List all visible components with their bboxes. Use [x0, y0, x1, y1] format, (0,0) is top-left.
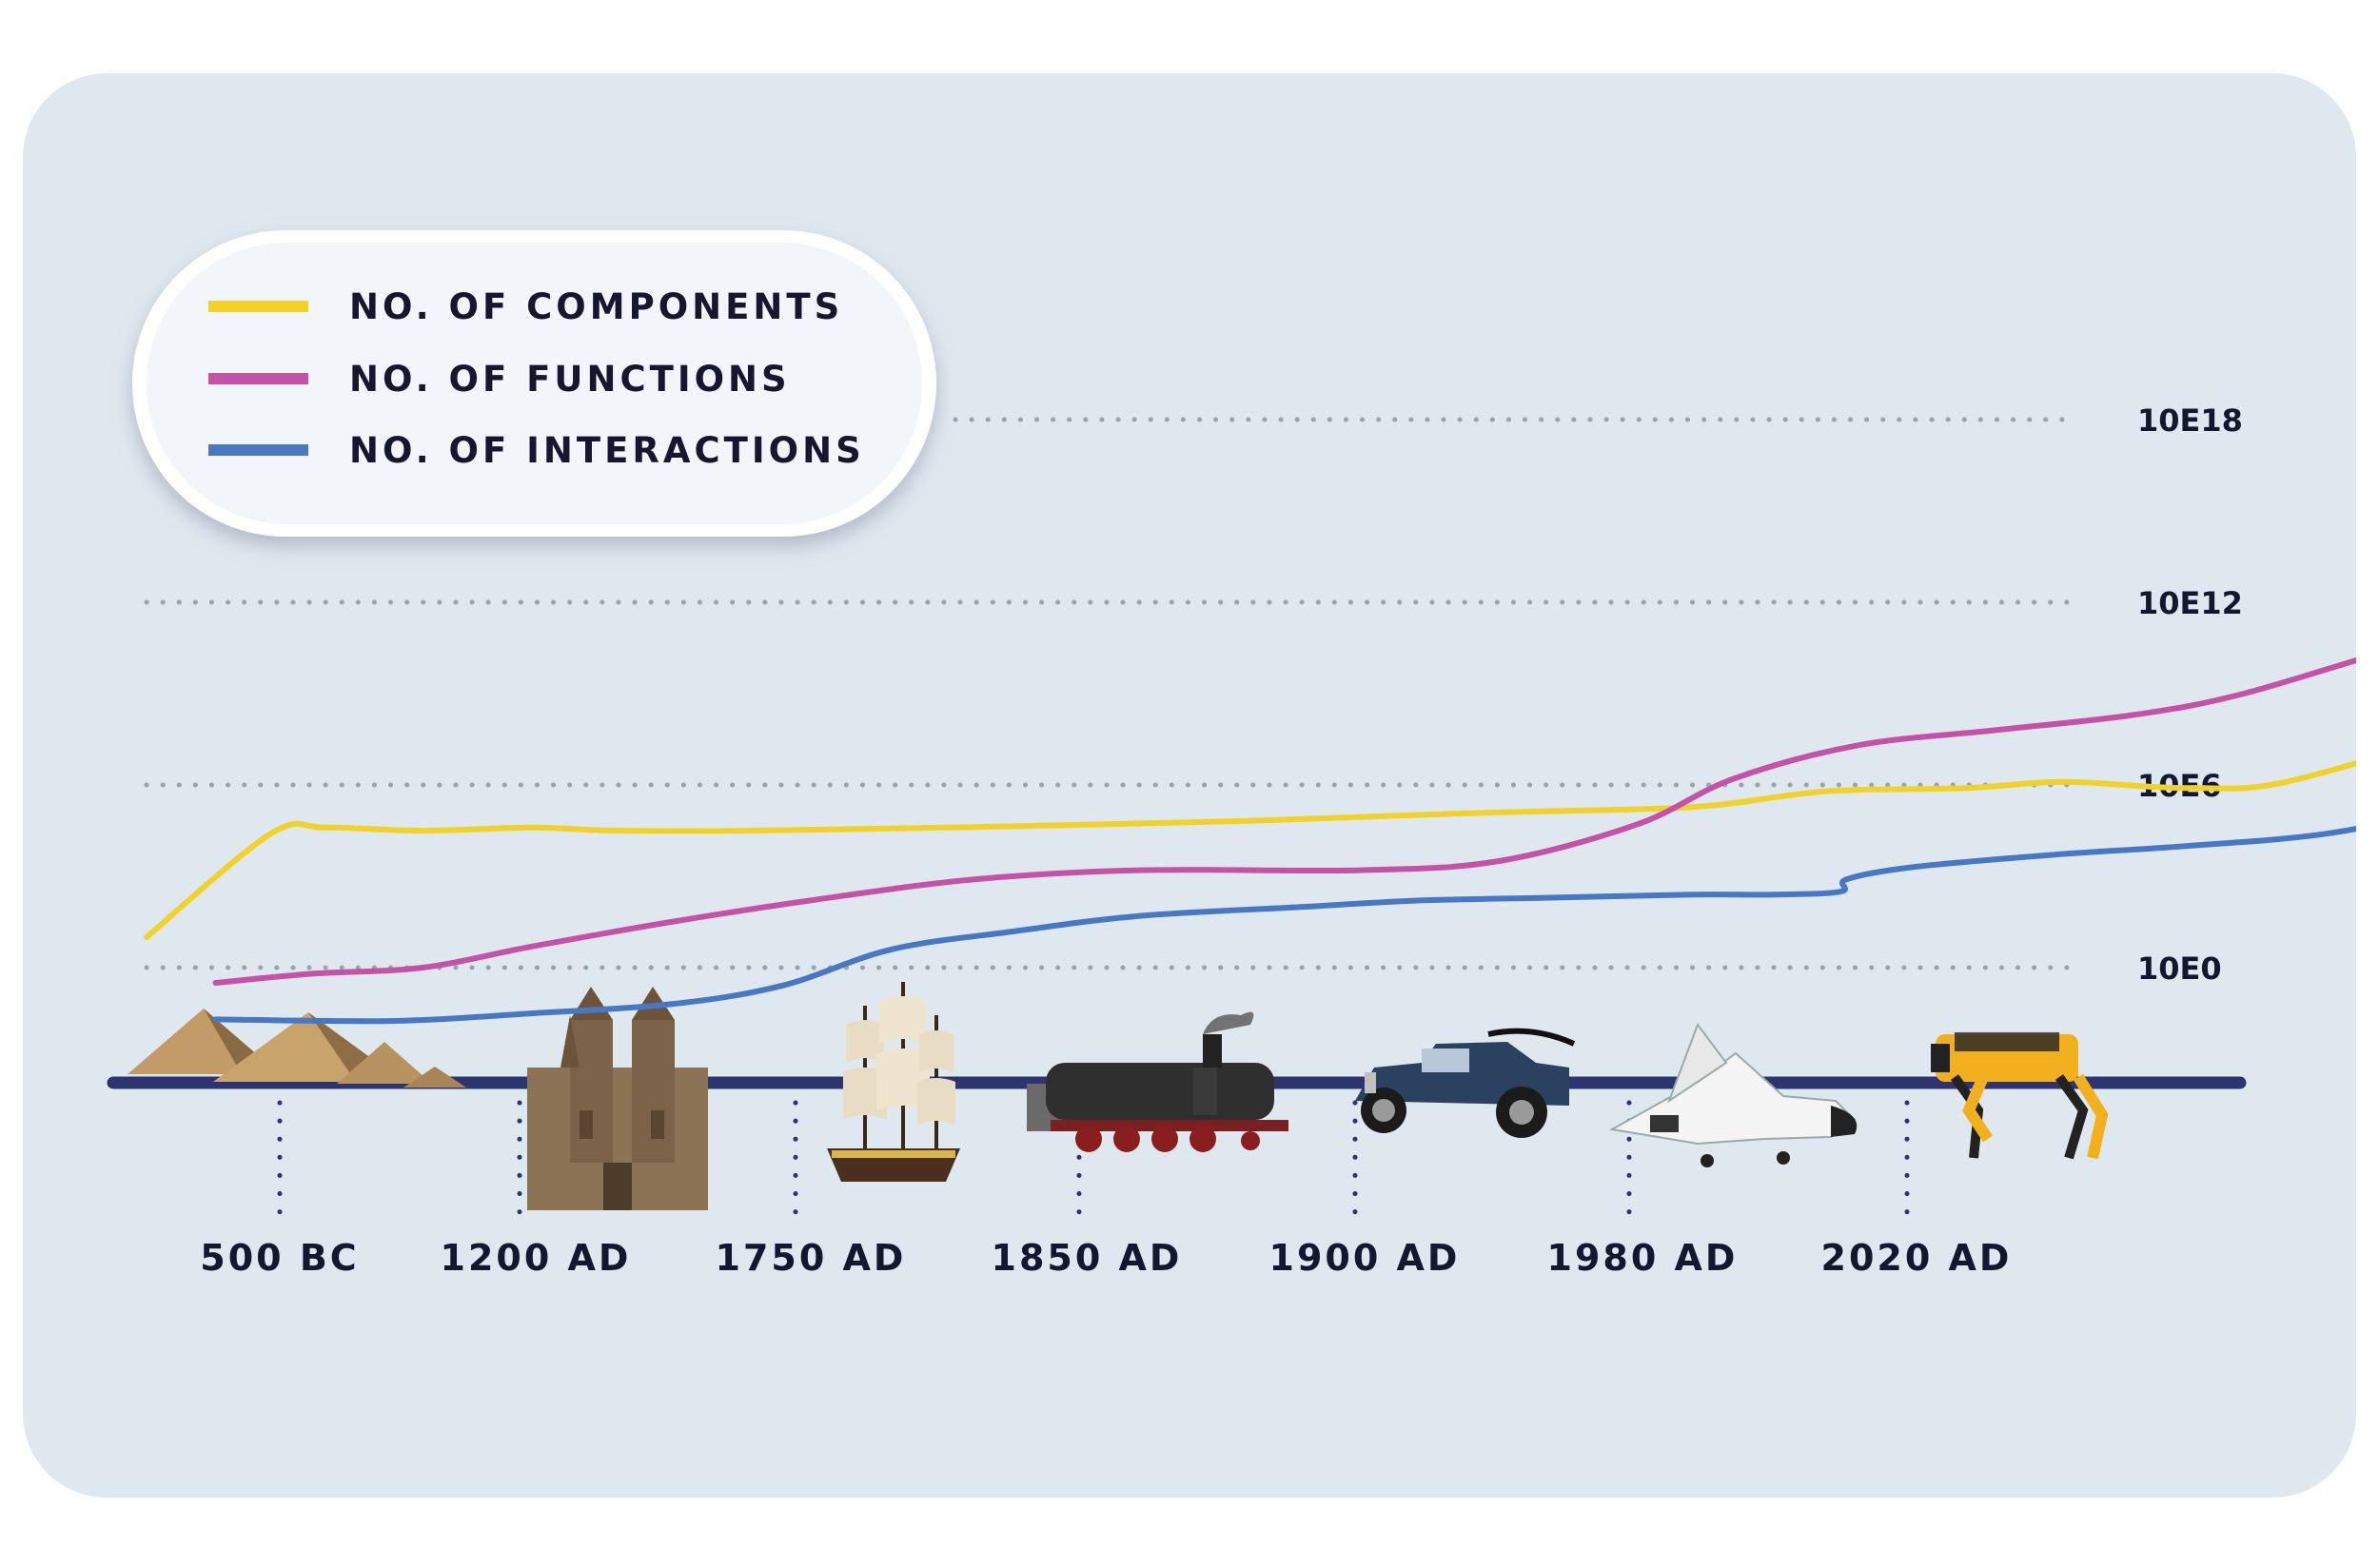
x-tick-label: 1850 AD [992, 1237, 1183, 1279]
y-tick-label: 10E0 [2137, 951, 2222, 987]
x-tick-label: 500 BC [200, 1237, 359, 1279]
x-tick-label: 1900 AD [1269, 1237, 1461, 1279]
y-tick-label: 10E12 [2137, 585, 2243, 621]
space-shuttle-icon [1609, 1022, 1858, 1167]
pyramids-icon [128, 1009, 466, 1088]
x-tick-label: 1980 AD [1547, 1237, 1739, 1279]
series-line [212, 826, 2356, 1025]
vintage-car-icon [1355, 1028, 1576, 1138]
series-lines [144, 657, 2356, 1025]
x-axis-ticks: 500 BC 1200 AD 1750 AD 1850 AD 1900 AD 1… [200, 1237, 2013, 1279]
legend-label: NO. OF INTERACTIONS [349, 430, 865, 471]
x-tick-label: 1750 AD [716, 1237, 907, 1279]
legend-label: NO. OF COMPONENTS [349, 286, 843, 327]
y-tick-label: 10E18 [2137, 402, 2243, 439]
series-line [212, 657, 2356, 986]
chart-card: 10E0 10E6 10E12 10E18 [23, 73, 2356, 1498]
legend-label: NO. OF FUNCTIONS [349, 359, 791, 400]
cathedral-icon [527, 987, 708, 1210]
legend: NO. OF COMPONENTS NO. OF FUNCTIONS NO. O… [132, 230, 936, 537]
robot-dog-icon [1931, 1032, 2109, 1160]
x-tick-label: 2020 AD [1821, 1237, 2013, 1279]
series-line [144, 759, 2356, 940]
x-tick-label: 1200 AD [441, 1237, 632, 1279]
sailing-ship-icon [827, 982, 960, 1182]
steam-locomotive-icon [1027, 1011, 1288, 1152]
